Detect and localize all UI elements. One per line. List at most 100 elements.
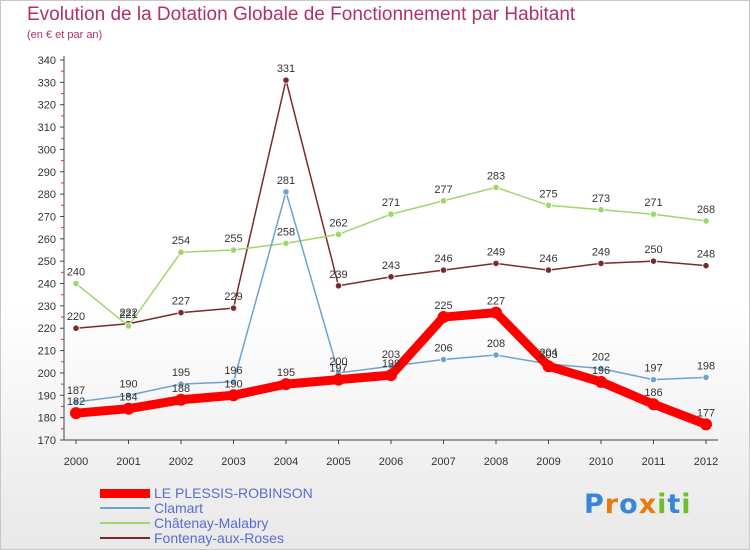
y-tick-label: 330	[38, 77, 56, 89]
data-label: 243	[382, 260, 400, 272]
data-label: 203	[382, 349, 400, 361]
data-point	[280, 378, 292, 391]
data-point	[282, 188, 290, 196]
data-point	[282, 76, 290, 84]
data-point	[175, 393, 187, 406]
data-label: 186	[644, 387, 662, 399]
x-tick-label: 2000	[64, 456, 88, 468]
x-tick-label: 2006	[379, 456, 403, 468]
legend-label: Fontenay-aux-Roses	[154, 530, 284, 546]
chart-subtitle: (en € et par an)	[27, 29, 103, 41]
data-point	[647, 398, 660, 411]
data-point	[702, 262, 710, 270]
y-tick-label: 180	[38, 413, 56, 425]
data-point	[72, 324, 80, 332]
data-label: 268	[697, 204, 715, 216]
data-label: 206	[434, 343, 452, 355]
data-label: 200	[329, 356, 347, 368]
data-label: 197	[329, 363, 347, 375]
data-label: 221	[119, 309, 137, 321]
y-tick-label: 290	[38, 167, 56, 179]
data-label: 196	[592, 365, 610, 377]
data-point	[229, 246, 238, 254]
y-tick-label: 260	[38, 234, 56, 246]
x-tick-label: 2004	[274, 456, 298, 468]
data-point	[492, 259, 500, 268]
data-point	[282, 239, 290, 247]
data-label: 255	[224, 233, 242, 245]
data-point	[492, 351, 500, 359]
data-label: 196	[224, 365, 242, 377]
y-tick-label: 310	[38, 122, 56, 134]
series-2: 240 221 254 255 258 262 271 277 283 275 273 271 268	[67, 170, 715, 330]
data-point	[439, 197, 448, 205]
x-tick-label: 2012	[694, 456, 718, 468]
data-label: 203	[539, 349, 557, 361]
x-tick-label: 2009	[536, 456, 560, 468]
data-point	[177, 380, 185, 388]
data-label: 208	[487, 338, 505, 350]
data-point	[492, 183, 500, 192]
chart-title: Evolution de la Dotation Globale de Fonc…	[27, 4, 576, 25]
data-point	[70, 407, 82, 420]
data-label: 240	[67, 267, 85, 279]
data-label: 190	[224, 378, 242, 390]
data-point	[387, 273, 395, 281]
legend-label: Châtenay-Malabry	[154, 515, 269, 531]
data-label: 249	[592, 246, 610, 258]
line-chart: 170 180 190 200 210 220 230 240 250 260 270 280 290 3…	[38, 55, 719, 468]
x-tick-label: 2002	[169, 456, 193, 468]
y-tick-label: 240	[38, 279, 56, 291]
x-tick-label: 2010	[589, 456, 613, 468]
data-point	[702, 373, 710, 382]
data-label: 225	[434, 300, 452, 312]
data-label: 246	[539, 253, 557, 265]
data-point	[544, 266, 553, 274]
y-tick-label: 220	[38, 323, 56, 335]
data-point	[439, 355, 448, 364]
data-point	[229, 304, 238, 312]
data-point	[542, 360, 555, 373]
y-tick-label: 280	[38, 189, 56, 201]
data-point	[332, 373, 345, 386]
data-label: 197	[644, 363, 662, 375]
data-point	[649, 376, 658, 384]
data-label: 227	[487, 296, 505, 308]
data-point	[649, 257, 658, 265]
data-point	[439, 266, 448, 274]
data-label: 248	[697, 249, 715, 261]
data-label: 187	[67, 385, 85, 397]
x-tick-label: 2005	[326, 456, 350, 468]
data-point	[702, 217, 710, 225]
data-label: 281	[277, 175, 295, 187]
data-label: 262	[329, 217, 347, 229]
data-label: 331	[277, 63, 295, 75]
data-label: 271	[382, 197, 400, 209]
data-point	[597, 364, 605, 373]
data-point	[72, 279, 80, 288]
y-tick-label: 340	[38, 55, 56, 67]
legend-swatch	[100, 488, 150, 498]
series-0: 182 184 188 190 195 197 199 225 227 203 196 186 177	[67, 296, 715, 431]
data-point	[334, 282, 343, 290]
legend-swatch	[100, 522, 150, 524]
data-point	[544, 201, 553, 209]
data-label: 227	[172, 296, 190, 308]
legend-label: Clamart	[154, 500, 204, 516]
data-point	[227, 389, 240, 402]
series-3: 220 222 227 229 331 239 243 246 249 246 249 250 248	[67, 63, 715, 332]
data-point	[177, 308, 185, 317]
y-tick-label: 230	[38, 301, 56, 313]
data-label: 195	[172, 367, 190, 379]
data-label: 202	[592, 351, 610, 363]
data-label: 239	[329, 269, 347, 281]
data-point	[229, 378, 238, 386]
data-label: 198	[697, 360, 715, 372]
data-label: 250	[644, 244, 662, 256]
data-point	[72, 398, 80, 406]
y-tick-label: 210	[38, 346, 56, 358]
data-label: 229	[224, 291, 242, 303]
